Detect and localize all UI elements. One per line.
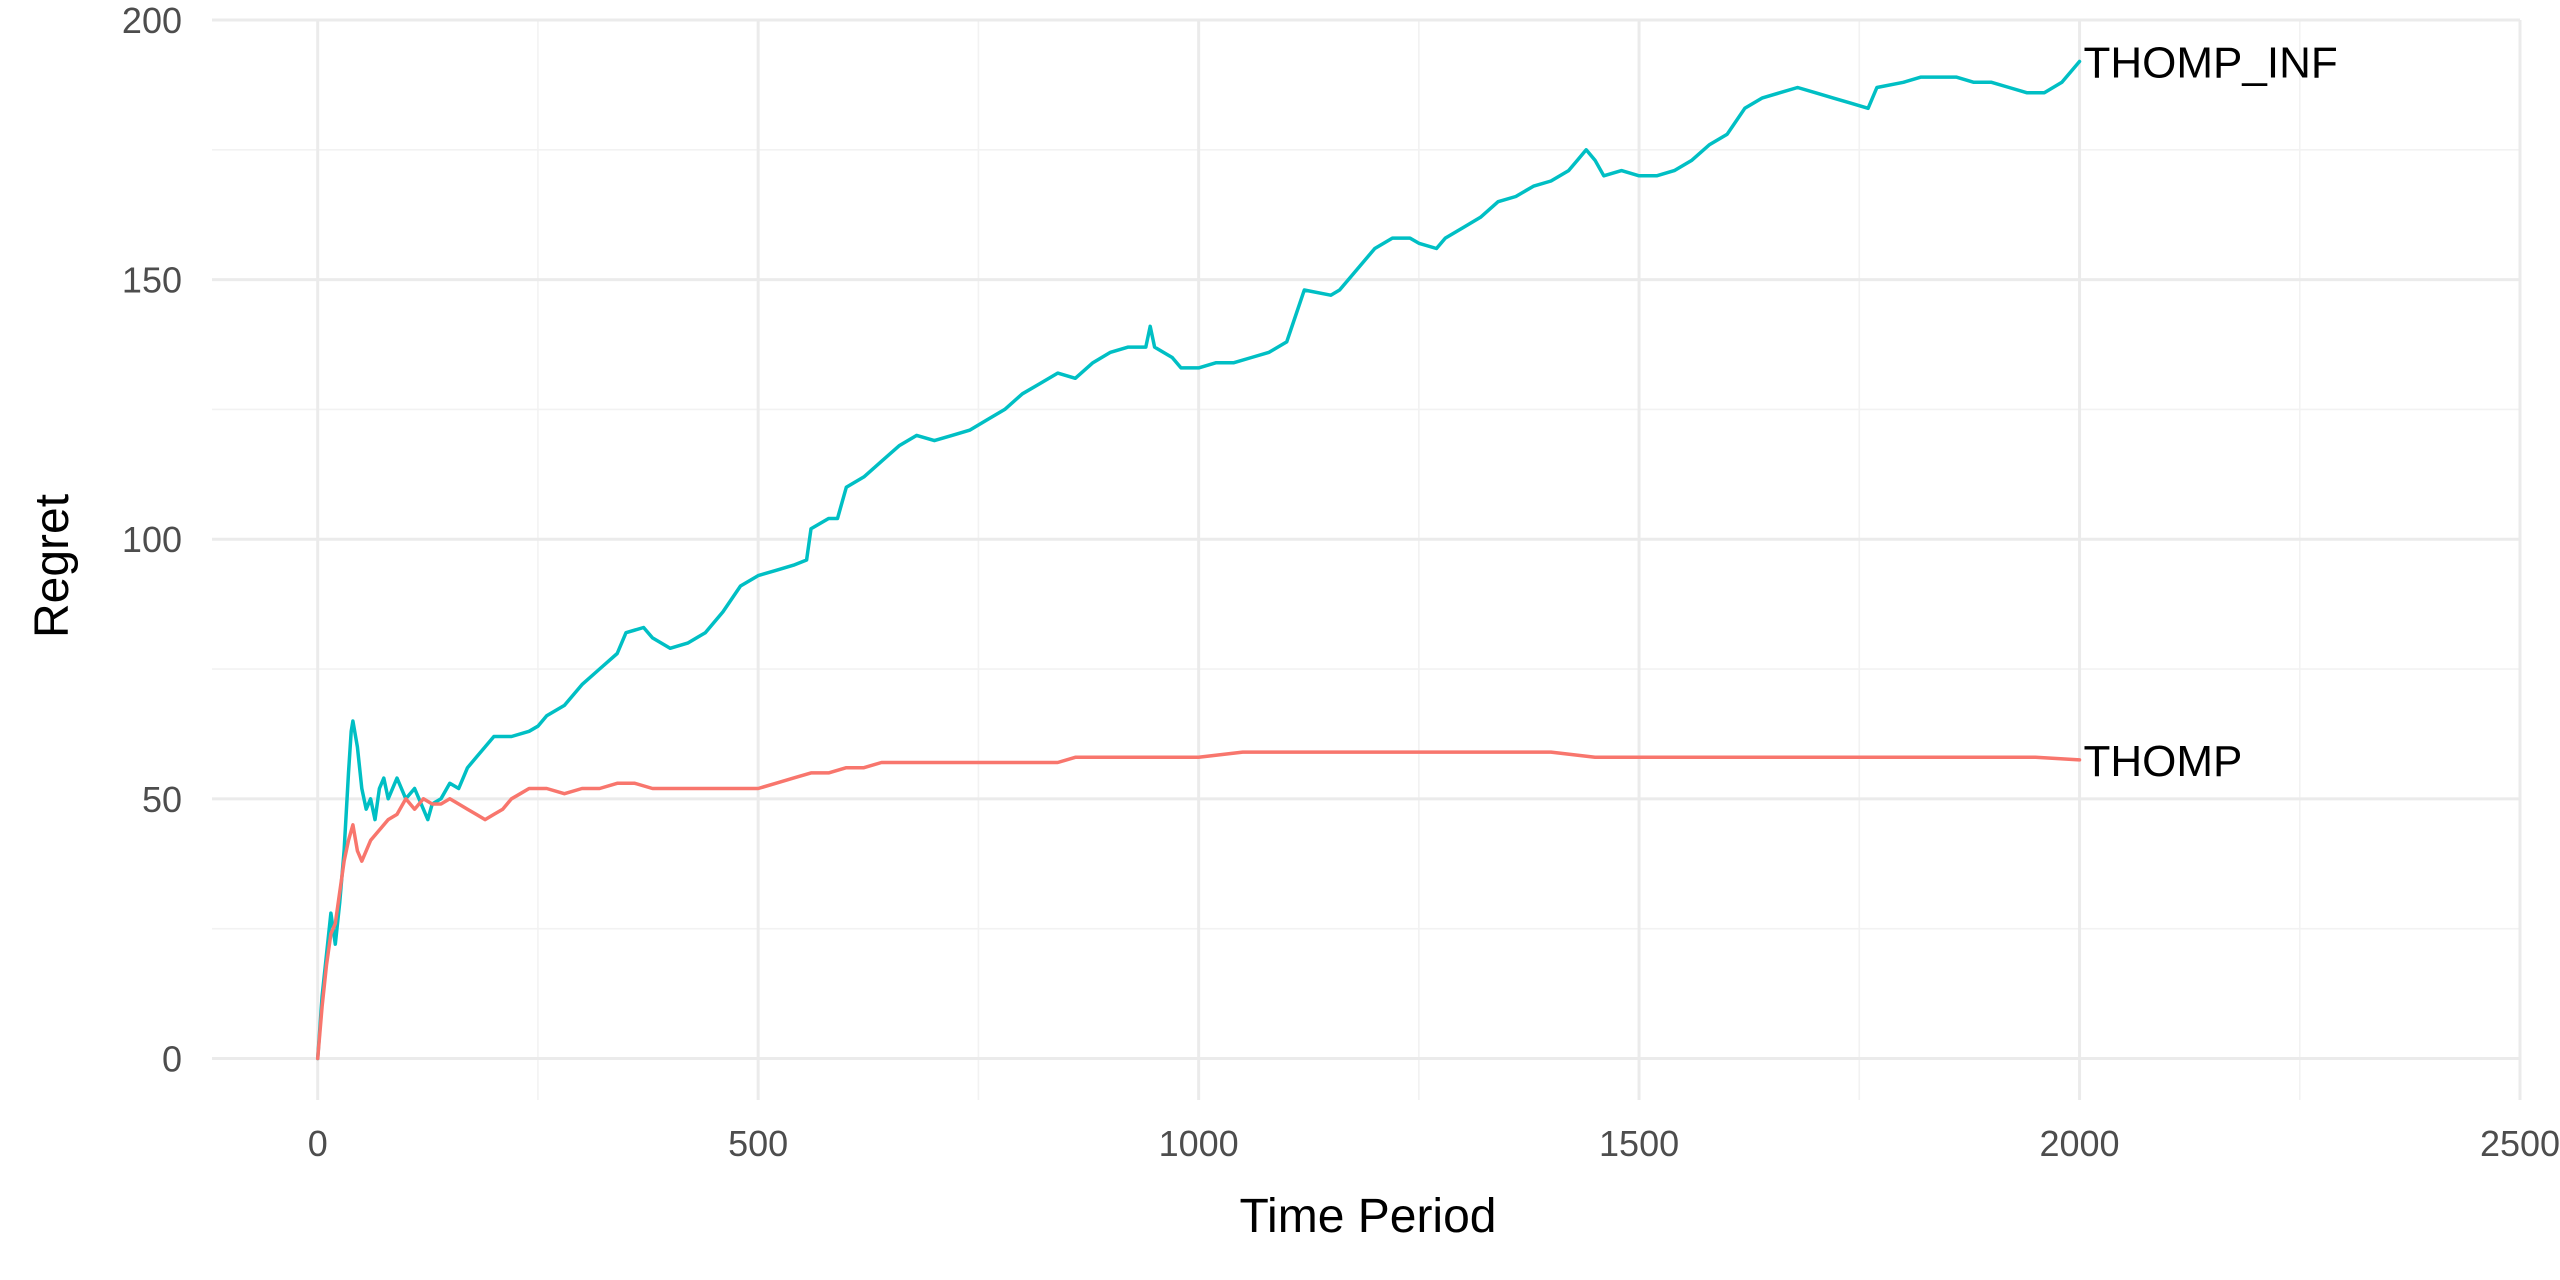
y-tick-label: 150: [122, 260, 182, 301]
series-label-thomp-inf: THOMP_INF: [2084, 39, 2338, 88]
y-axis-title: Regret: [26, 494, 79, 638]
y-tick-label: 200: [122, 0, 182, 41]
major-gridlines: [212, 18, 2522, 1100]
y-tick-label: 100: [122, 519, 182, 560]
x-tick-label: 2000: [2039, 1123, 2119, 1164]
series-end-labels: THOMP_INF THOMP: [2084, 39, 2338, 786]
x-axis-title: Time Period: [1240, 1190, 1497, 1243]
y-tick-label: 50: [142, 779, 182, 820]
x-tick-label: 1000: [1159, 1123, 1239, 1164]
x-axis-tick-labels: 0 500 1000 1500 2000 2500: [308, 1123, 2560, 1164]
x-tick-label: 2500: [2480, 1123, 2560, 1164]
x-tick-label: 1500: [1599, 1123, 1679, 1164]
y-tick-label: 0: [162, 1038, 182, 1079]
series-line-thomp: [315, 750, 2082, 1061]
y-axis-tick-labels: 0 50 100 150 200: [122, 0, 182, 1079]
series-line-thomp-inf: [315, 59, 2082, 1061]
x-tick-label: 500: [728, 1123, 788, 1164]
series-lines: [315, 59, 2082, 1061]
series-label-thomp: THOMP: [2084, 737, 2243, 786]
x-tick-label: 0: [308, 1123, 328, 1164]
minor-gridlines: [212, 20, 2520, 1100]
